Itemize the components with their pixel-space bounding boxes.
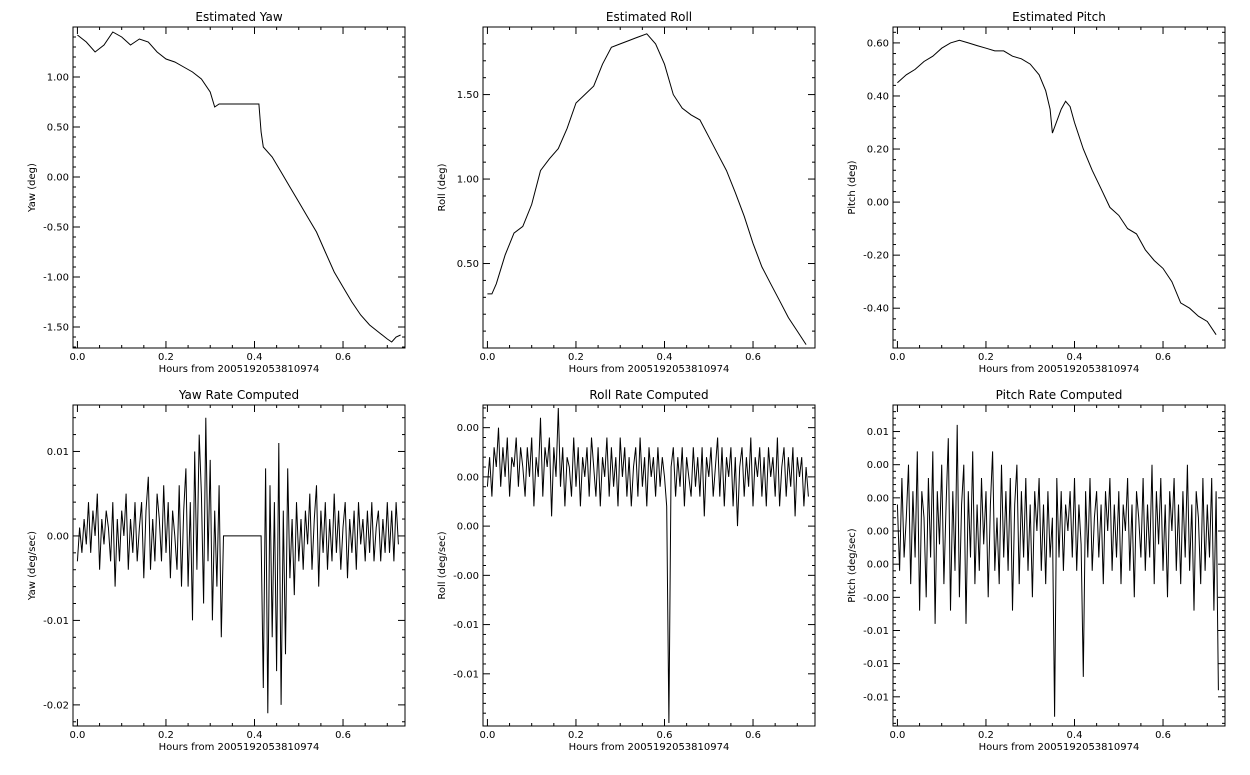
y-tick-label: -0.01 — [863, 692, 889, 703]
x-tick-label: 0.4 — [247, 352, 263, 363]
plot-frame — [482, 26, 816, 349]
plot-frame — [892, 404, 1226, 727]
y-tick-label: 0.00 — [47, 531, 69, 542]
x-axis-label: Hours from 2005192053810974 — [979, 742, 1140, 753]
x-tick-label: 0.0 — [479, 730, 495, 741]
chart-title: Pitch Rate Computed — [996, 388, 1123, 402]
subplot-5: Roll Rate Computed 0.0 0.2 0.6 0.6 0.00 0.00 0.… — [437, 388, 816, 753]
x-tick-label: 0.6 — [335, 730, 351, 741]
x-tick-label: 0.6 — [745, 730, 761, 741]
y-tick-label: 0.40 — [867, 91, 889, 102]
y-tick-label: -1.00 — [43, 273, 69, 284]
x-tick-label: 0.2 — [568, 730, 584, 741]
x-tick-label: 0.2 — [568, 352, 584, 363]
y-tick-label: 1.00 — [457, 175, 479, 186]
x-tick-label: 0.6 — [657, 730, 673, 741]
plot-frame — [72, 404, 406, 727]
y-tick-label: 1.00 — [47, 73, 69, 84]
x-tick-label: 0.2 — [978, 352, 994, 363]
x-tick-label: 0.0 — [69, 730, 85, 741]
y-tick-label: -0.00 — [863, 593, 889, 604]
y-tick-label: 0.00 — [457, 522, 479, 533]
y-tick-label: 0.60 — [867, 38, 889, 49]
subplot-4: Yaw Rate Computed 0.0 0.2 0.4 0.6 0.01 0.00 -0.… — [27, 388, 406, 753]
y-axis-label: Yaw (deg) — [27, 163, 38, 213]
x-tick-label: 0.4 — [657, 352, 673, 363]
chart-title: Estimated Roll — [606, 10, 692, 24]
y-axis-label: Pitch (deg) — [847, 160, 858, 214]
y-tick-label: 1.50 — [457, 90, 479, 101]
x-tick-label: 0.6 — [1155, 730, 1171, 741]
y-tick-label: 0.01 — [47, 447, 69, 458]
x-tick-label: 0.0 — [889, 352, 905, 363]
y-tick-label: -0.01 — [863, 659, 889, 670]
y-tick-label: 0.00 — [47, 173, 69, 184]
y-tick-label: -0.01 — [453, 620, 479, 631]
y-axis-label: Pitch (deg/sec) — [847, 528, 858, 603]
y-tick-label: 0.00 — [867, 198, 889, 209]
x-axis-label: Hours from 2005192053810974 — [569, 364, 730, 375]
x-tick-label: 0.2 — [158, 730, 174, 741]
series-line-1 — [487, 33, 807, 345]
y-tick-label: -0.00 — [453, 571, 479, 582]
y-axis-label: Yaw (deg/sec) — [27, 531, 38, 601]
x-axis-label: Hours from 2005192053810974 — [159, 364, 320, 375]
y-tick-label: -0.50 — [43, 223, 69, 234]
y-tick-label: 0.50 — [457, 259, 479, 270]
y-axis-label: Roll (deg/sec) — [437, 531, 448, 599]
x-tick-label: 0.4 — [1067, 352, 1083, 363]
y-tick-label: 0.50 — [47, 123, 69, 134]
y-tick-label: 0.00 — [457, 423, 479, 434]
y-tick-label: -0.01 — [863, 626, 889, 637]
y-tick-label: -1.50 — [43, 323, 69, 334]
x-tick-label: 0.4 — [247, 730, 263, 741]
y-axis-label: Roll (deg) — [437, 163, 448, 211]
series-line-1 — [896, 424, 1219, 717]
chart-title: Roll Rate Computed — [589, 388, 708, 402]
x-tick-label: 0.0 — [69, 352, 85, 363]
x-tick-label: 0.2 — [158, 352, 174, 363]
chart-title: Estimated Yaw — [195, 10, 282, 24]
x-tick-label: 0.4 — [1067, 730, 1083, 741]
series-line-1 — [76, 417, 399, 714]
x-tick-label: 0.0 — [889, 730, 905, 741]
y-tick-label: 0.00 — [867, 560, 889, 571]
x-axis-label: Hours from 2005192053810974 — [569, 742, 730, 753]
subplot-1: Estimated Yaw 0.0 0.2 0.4 0.6 1.00 0.50 0.00 -0.… — [27, 10, 406, 375]
x-tick-label: 0.6 — [335, 352, 351, 363]
series-line-1 — [77, 31, 401, 343]
y-tick-label: -0.20 — [863, 251, 889, 262]
subplot-3: Estimated Pitch 0.0 0.2 0.4 0.6 0.60 0.40 0.20 0… — [847, 10, 1226, 375]
x-axis-label: Hours from 2005192053810974 — [979, 364, 1140, 375]
y-tick-label: -0.40 — [863, 304, 889, 315]
x-tick-label: 0.0 — [479, 352, 495, 363]
y-tick-label: -0.01 — [43, 616, 69, 627]
subplot-2: Estimated Roll 0.0 0.2 0.4 0.6 1.50 1.00 0.50 Ho… — [437, 10, 816, 375]
plot-frame — [72, 26, 406, 349]
series-line-1 — [486, 407, 809, 724]
chart-title: Estimated Pitch — [1012, 10, 1106, 24]
x-tick-label: 0.6 — [745, 352, 761, 363]
y-tick-label: 0.00 — [867, 460, 889, 471]
series-line-1 — [897, 39, 1217, 335]
y-tick-label: -0.02 — [43, 700, 69, 711]
chart-title: Yaw Rate Computed — [178, 388, 299, 402]
plot-frame — [892, 26, 1226, 349]
y-tick-label: 0.00 — [867, 493, 889, 504]
subplot-6: Pitch Rate Computed 0.0 0.2 0.4 0.6 0.01 0.00 0… — [847, 388, 1226, 753]
y-tick-label: 0.01 — [867, 427, 889, 438]
y-tick-label: -0.01 — [453, 669, 479, 680]
x-tick-label: 0.2 — [978, 730, 994, 741]
y-tick-label: 0.20 — [867, 145, 889, 156]
x-axis-label: Hours from 2005192053810974 — [159, 742, 320, 753]
y-tick-label: 0.00 — [867, 527, 889, 538]
x-tick-label: 0.6 — [1155, 352, 1171, 363]
y-tick-label: 0.00 — [457, 472, 479, 483]
